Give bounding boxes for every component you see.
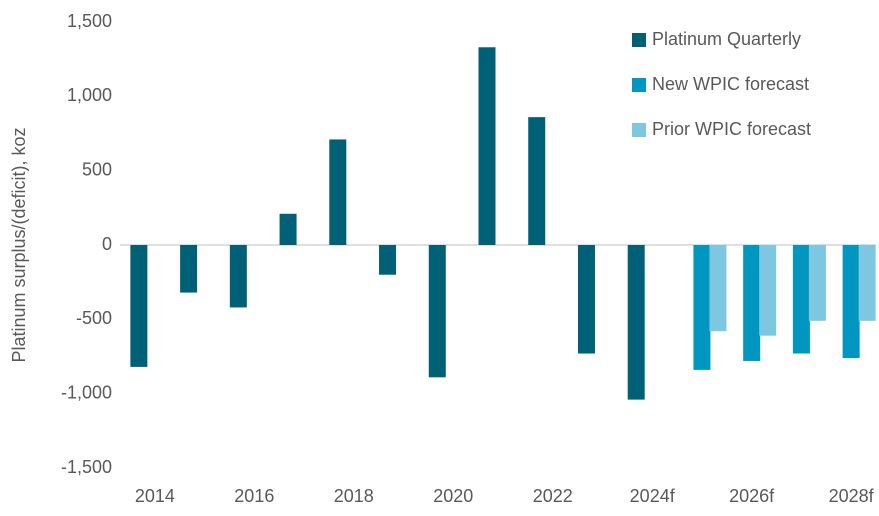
y-tick-label: -500 <box>76 308 112 328</box>
legend-swatch <box>632 33 646 47</box>
legend-label: Prior WPIC forecast <box>652 119 811 139</box>
bar <box>743 245 761 361</box>
bar <box>842 245 860 358</box>
legend-swatch <box>632 123 646 137</box>
bar <box>130 245 148 367</box>
x-tick-label: 2024f <box>630 486 676 506</box>
x-tick-label: 2014 <box>135 486 175 506</box>
bar <box>528 117 546 245</box>
bar <box>229 245 247 308</box>
x-tick-label: 2022 <box>533 486 573 506</box>
y-tick-label: 1,500 <box>67 11 112 31</box>
legend-swatch <box>632 78 646 92</box>
bar <box>709 245 727 332</box>
x-tick-label: 2026f <box>729 486 775 506</box>
bar <box>428 245 446 378</box>
y-tick-label: 0 <box>102 234 112 254</box>
y-axis-label: Platinum surplus/(deficit), koz <box>9 127 29 362</box>
x-tick-label: 2018 <box>334 486 374 506</box>
bar <box>577 245 595 354</box>
bar <box>279 213 297 245</box>
bar <box>478 47 496 246</box>
bar <box>808 245 826 321</box>
y-tick-label: 500 <box>82 159 112 179</box>
bar <box>792 245 810 354</box>
x-tick-label: 2020 <box>433 486 473 506</box>
y-tick-label: 1,000 <box>67 85 112 105</box>
y-tick-label: -1,500 <box>61 457 112 477</box>
x-tick-label: 2028f <box>829 486 875 506</box>
bar <box>693 245 711 370</box>
bar <box>329 139 347 245</box>
y-tick-label: -1,000 <box>61 382 112 402</box>
legend-label: Platinum Quarterly <box>652 29 801 49</box>
bar <box>858 245 876 321</box>
bar <box>627 245 645 400</box>
legend-label: New WPIC forecast <box>652 74 809 94</box>
x-tick-label: 2016 <box>234 486 274 506</box>
bar <box>379 245 397 275</box>
bar <box>759 245 777 336</box>
bar <box>180 245 198 293</box>
